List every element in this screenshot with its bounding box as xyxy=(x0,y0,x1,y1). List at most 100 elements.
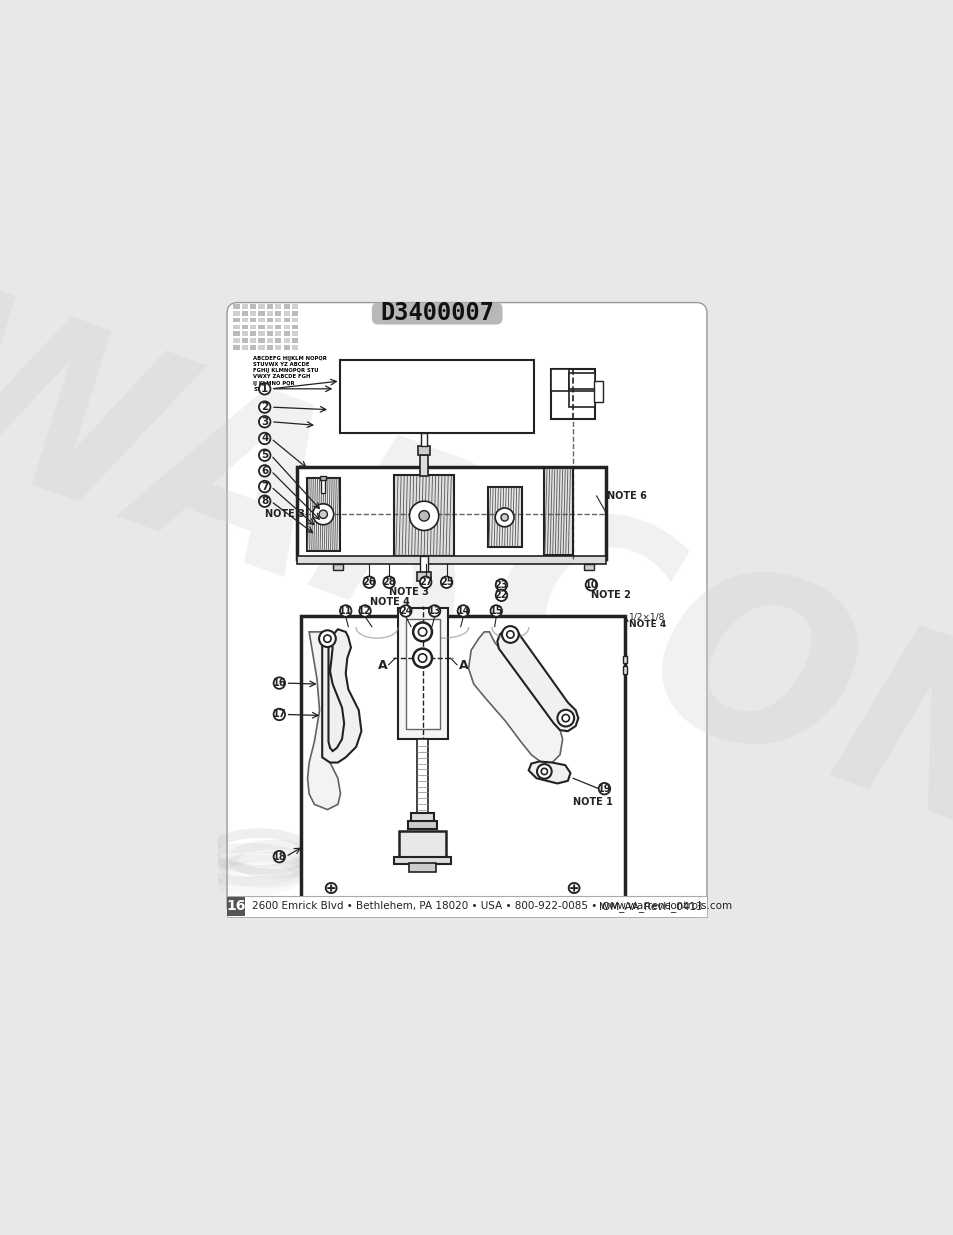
Bar xyxy=(292,338,298,343)
Bar xyxy=(267,338,273,343)
Circle shape xyxy=(399,605,411,616)
Bar xyxy=(233,317,239,322)
Bar xyxy=(292,304,298,309)
Circle shape xyxy=(418,653,426,662)
Bar xyxy=(543,468,572,555)
Circle shape xyxy=(359,605,371,616)
Bar xyxy=(419,556,428,572)
Circle shape xyxy=(418,510,429,521)
Text: 26: 26 xyxy=(362,577,375,587)
Circle shape xyxy=(363,577,375,588)
Bar xyxy=(292,345,298,350)
Bar xyxy=(296,467,605,558)
Bar xyxy=(416,739,427,815)
FancyBboxPatch shape xyxy=(227,303,706,916)
Bar xyxy=(283,317,290,322)
Text: ⊕: ⊕ xyxy=(564,878,580,898)
Bar xyxy=(419,456,428,477)
Bar xyxy=(233,325,239,330)
Bar xyxy=(409,863,436,872)
FancyBboxPatch shape xyxy=(372,303,502,325)
Bar xyxy=(550,369,568,391)
Circle shape xyxy=(274,709,285,720)
Bar xyxy=(622,667,626,673)
Bar xyxy=(306,478,340,551)
Bar xyxy=(417,446,430,456)
Bar xyxy=(416,572,431,582)
Circle shape xyxy=(419,577,431,588)
Circle shape xyxy=(318,510,327,519)
Polygon shape xyxy=(497,630,578,731)
Bar xyxy=(394,857,451,864)
Bar xyxy=(241,304,248,309)
Circle shape xyxy=(318,630,335,647)
Bar xyxy=(283,311,290,316)
Text: NOTE 1: NOTE 1 xyxy=(573,797,613,806)
Bar xyxy=(233,345,239,350)
Circle shape xyxy=(537,764,551,779)
Bar xyxy=(408,820,436,829)
Bar xyxy=(333,564,343,571)
Circle shape xyxy=(409,501,438,531)
Text: NOTE 4: NOTE 4 xyxy=(370,597,410,606)
Bar xyxy=(340,361,534,433)
Text: NOTE 3: NOTE 3 xyxy=(388,587,428,598)
Text: 8: 8 xyxy=(261,496,268,506)
Bar xyxy=(274,345,281,350)
Circle shape xyxy=(258,466,270,477)
Circle shape xyxy=(598,783,610,794)
Bar xyxy=(283,304,290,309)
Text: WARCON: WARCON xyxy=(0,274,953,895)
Bar xyxy=(568,391,595,408)
Bar xyxy=(241,317,248,322)
Text: 23: 23 xyxy=(495,579,508,590)
Circle shape xyxy=(495,508,514,527)
Bar xyxy=(274,311,281,316)
Bar xyxy=(250,345,256,350)
Circle shape xyxy=(383,577,395,588)
Bar xyxy=(283,325,290,330)
Circle shape xyxy=(323,635,331,642)
Bar xyxy=(258,331,264,336)
Polygon shape xyxy=(307,632,340,810)
Bar xyxy=(258,345,264,350)
Bar xyxy=(250,331,256,336)
Circle shape xyxy=(490,605,501,616)
Text: 14: 14 xyxy=(456,606,470,616)
Bar xyxy=(250,311,256,316)
Bar xyxy=(274,317,281,322)
Circle shape xyxy=(561,715,569,721)
Text: NOTE 3: NOTE 3 xyxy=(264,509,304,519)
Circle shape xyxy=(429,605,440,616)
Bar xyxy=(267,317,273,322)
Text: 2: 2 xyxy=(261,403,268,412)
Bar xyxy=(241,331,248,336)
Bar xyxy=(283,338,290,343)
Text: 16: 16 xyxy=(226,899,245,914)
Text: NOTE 6: NOTE 6 xyxy=(606,492,646,501)
Bar xyxy=(267,345,273,350)
Bar xyxy=(250,317,256,322)
Circle shape xyxy=(506,631,514,638)
Text: 3: 3 xyxy=(261,416,268,427)
Text: 27: 27 xyxy=(418,577,432,587)
Bar xyxy=(398,830,446,860)
Bar xyxy=(227,895,706,916)
Text: 6: 6 xyxy=(261,466,268,475)
Circle shape xyxy=(501,626,518,643)
Bar xyxy=(594,380,603,401)
Text: 10: 10 xyxy=(584,579,598,590)
Circle shape xyxy=(258,401,270,412)
Bar xyxy=(258,338,264,343)
Bar xyxy=(296,556,605,564)
Polygon shape xyxy=(322,630,361,762)
Text: 28: 28 xyxy=(382,577,395,587)
Bar xyxy=(267,325,273,330)
Text: 2600 Emrick Blvd • Bethlehem, PA 18020 • USA • 800-922-0085 • www.warrencontrols: 2600 Emrick Blvd • Bethlehem, PA 18020 •… xyxy=(252,902,731,911)
Text: 11: 11 xyxy=(338,606,352,616)
Text: 1: 1 xyxy=(261,384,268,394)
Text: 13: 13 xyxy=(427,606,441,616)
Bar xyxy=(394,475,454,556)
Bar xyxy=(292,311,298,316)
Circle shape xyxy=(258,450,270,461)
